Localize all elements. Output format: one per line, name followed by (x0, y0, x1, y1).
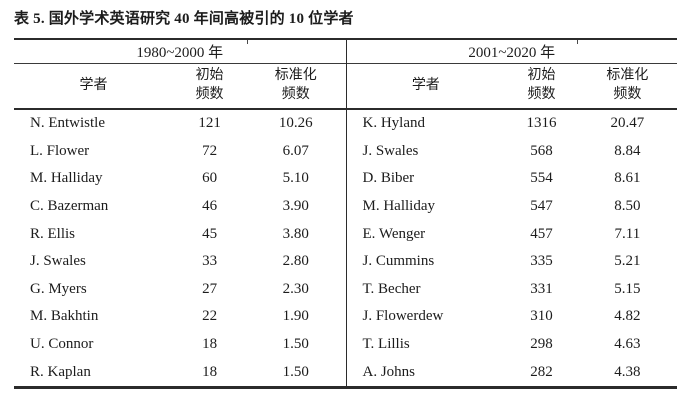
scholar-cell: C. Bazerman (30, 198, 109, 215)
initial-frequency-cell: 60 (202, 170, 218, 187)
normalized-frequency-column-header: 标准化 频数 (606, 68, 649, 102)
column-border-tick (577, 40, 578, 44)
initial-frequency-cell: 457 (530, 225, 553, 242)
table-row: T. Becher 331 5.15 (347, 276, 678, 304)
initial-frequency-cell: 121 (198, 115, 221, 132)
table-row: M. Halliday 60 5.10 (14, 165, 346, 193)
initial-frequency-cell: 298 (530, 336, 553, 353)
table-row: J. Swales 33 2.80 (14, 248, 346, 276)
initial-frequency-cell: 282 (530, 363, 553, 380)
normalized-frequency-cell: 8.61 (614, 170, 641, 187)
period-label: 1980~2000 年 (136, 45, 224, 61)
scholar-cell: J. Swales (30, 253, 86, 270)
scholar-cell: R. Ellis (30, 225, 76, 242)
table-row: K. Hyland 1316 20.47 (347, 110, 678, 138)
initial-frequency-cell: 331 (530, 280, 553, 297)
normalized-frequency-cell: 1.50 (282, 336, 309, 353)
cited-scholars-table: 1980~2000 年 学者 初始 频数 标准化 频数 N. Entwistle… (14, 38, 677, 389)
scholar-cell: A. Johns (362, 363, 416, 380)
initial-frequency-cell: 568 (530, 142, 553, 159)
normalized-frequency-cell: 4.38 (614, 363, 641, 380)
normalized-frequency-cell: 5.21 (614, 253, 641, 270)
table-row: M. Bakhtin 22 1.90 (14, 303, 346, 331)
normalized-frequency-cell: 1.90 (282, 308, 309, 325)
table-row: N. Entwistle 121 10.26 (14, 110, 346, 138)
table-row: J. Flowerdew 310 4.82 (347, 303, 678, 331)
normalized-frequency-cell: 8.50 (614, 198, 641, 215)
table-row: T. Lillis 298 4.63 (347, 331, 678, 359)
table-row: J. Swales 568 8.84 (347, 138, 678, 166)
table-row: E. Wenger 457 7.11 (347, 220, 678, 248)
initial-frequency-cell: 310 (530, 308, 553, 325)
initial-frequency-cell: 18 (202, 336, 218, 353)
table-row: C. Bazerman 46 3.90 (14, 193, 346, 221)
table-row: R. Ellis 45 3.80 (14, 220, 346, 248)
normalized-frequency-cell: 1.50 (282, 363, 309, 380)
scholar-cell: J. Swales (362, 142, 419, 159)
normalized-frequency-column-header: 标准化 频数 (274, 68, 317, 102)
normalized-frequency-cell: 6.07 (282, 142, 309, 159)
normalized-frequency-cell: 5.10 (282, 170, 309, 187)
normalized-frequency-cell: 3.80 (282, 225, 309, 242)
initial-frequency-cell: 22 (202, 308, 218, 325)
table-caption: 表 5. 国外学术英语研究 40 年间高被引的 10 位学者 (14, 11, 354, 27)
scholar-cell: M. Halliday (30, 170, 103, 187)
normalized-frequency-cell: 8.84 (614, 142, 641, 159)
scholar-cell: J. Cummins (362, 253, 435, 270)
column-header-row: 学者 初始 频数 标准化 频数 (346, 64, 677, 110)
table-row: D. Biber 554 8.61 (347, 165, 678, 193)
column-header-row: 学者 初始 频数 标准化 频数 (14, 64, 346, 110)
scholar-cell: T. Lillis (362, 336, 410, 353)
normalized-frequency-cell: 4.63 (614, 336, 641, 353)
table-row: L. Flower 72 6.07 (14, 138, 346, 166)
normalized-frequency-cell: 4.82 (614, 308, 641, 325)
period-header-1980-2000: 1980~2000 年 (14, 40, 346, 64)
normalized-frequency-cell: 3.90 (282, 198, 309, 215)
scholar-cell: J. Flowerdew (362, 308, 444, 325)
initial-frequency-cell: 72 (202, 142, 218, 159)
scholar-cell: M. Halliday (362, 198, 436, 215)
scholar-cell: L. Flower (30, 142, 90, 159)
table-row: J. Cummins 335 5.21 (347, 248, 678, 276)
initial-frequency-cell: 335 (530, 253, 553, 270)
initial-frequency-cell: 46 (202, 198, 218, 215)
scholar-cell: K. Hyland (362, 115, 426, 132)
initial-frequency-cell: 18 (202, 363, 218, 380)
initial-frequency-cell: 27 (202, 280, 218, 297)
scholar-cell: D. Biber (362, 170, 415, 187)
period-group-2001-2020: 2001~2020 年 学者 初始 频数 标准化 频数 K. Hyland 13… (345, 40, 678, 386)
normalized-frequency-cell: 5.15 (614, 280, 641, 297)
column-border-tick (247, 40, 248, 44)
scholar-cell: G. Myers (30, 280, 87, 297)
period-header-2001-2020: 2001~2020 年 (346, 40, 677, 64)
scholar-cell: R. Kaplan (30, 363, 91, 380)
table-row: U. Connor 18 1.50 (14, 331, 346, 359)
table-row: R. Kaplan 18 1.50 (14, 358, 346, 386)
normalized-frequency-cell: 7.11 (614, 225, 641, 242)
initial-frequency-cell: 45 (202, 225, 218, 242)
scholar-cell: M. Bakhtin (30, 308, 99, 325)
scholar-cell: N. Entwistle (30, 115, 105, 132)
scholar-cell: E. Wenger (362, 225, 426, 242)
normalized-frequency-cell: 20.47 (610, 115, 645, 132)
table-row: M. Halliday 547 8.50 (347, 193, 678, 221)
initial-frequency-cell: 33 (202, 253, 218, 270)
initial-frequency-cell: 1316 (526, 115, 557, 132)
initial-frequency-cell: 547 (530, 198, 553, 215)
initial-frequency-column-header: 初始 频数 (527, 68, 556, 102)
table-row: G. Myers 27 2.30 (14, 276, 346, 304)
period-label: 2001~2020 年 (468, 45, 556, 61)
scholar-cell: T. Becher (362, 280, 421, 297)
normalized-frequency-cell: 2.80 (282, 253, 309, 270)
initial-frequency-column-header: 初始 频数 (195, 68, 224, 102)
period-group-1980-2000: 1980~2000 年 学者 初始 频数 标准化 频数 N. Entwistle… (14, 40, 346, 386)
normalized-frequency-cell: 10.26 (278, 115, 313, 132)
scholar-column-header: 学者 (79, 77, 108, 93)
normalized-frequency-cell: 2.30 (282, 280, 309, 297)
table-row: A. Johns 282 4.38 (347, 358, 678, 386)
scholar-column-header: 学者 (411, 77, 440, 93)
initial-frequency-cell: 554 (530, 170, 553, 187)
scholar-cell: U. Connor (30, 336, 94, 353)
